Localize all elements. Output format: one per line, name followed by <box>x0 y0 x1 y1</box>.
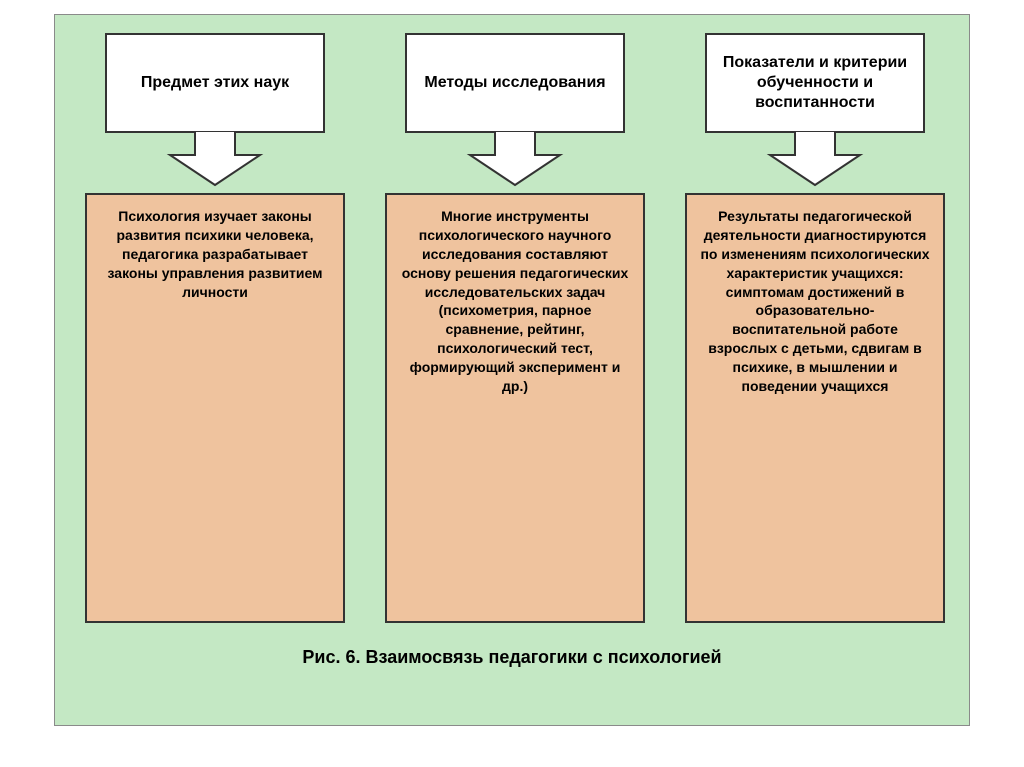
column-2: Методы исследования Многие инструменты п… <box>385 33 645 623</box>
columns-row: Предмет этих наук Психология изучает зак… <box>85 33 939 623</box>
header-box-2: Методы исследования <box>405 33 625 133</box>
body-text-2: Многие инструменты психологического науч… <box>402 208 628 394</box>
body-box-3: Результаты педагогической деятельности д… <box>685 193 945 623</box>
arrow-1 <box>160 133 270 187</box>
header-text-3: Показатели и критерии обученности и восп… <box>717 53 913 113</box>
header-text-1: Предмет этих наук <box>141 73 289 93</box>
down-arrow-icon <box>460 131 570 187</box>
body-box-2: Многие инструменты психологического науч… <box>385 193 645 623</box>
figure-caption: Рис. 6. Взаимосвязь педагогики с психоло… <box>85 647 939 668</box>
diagram-panel: Предмет этих наук Психология изучает зак… <box>54 14 970 726</box>
body-text-3: Результаты педагогической деятельности д… <box>700 208 929 394</box>
header-box-1: Предмет этих наук <box>105 33 325 133</box>
body-box-1: Психология изучает законы развития психи… <box>85 193 345 623</box>
header-text-2: Методы исследования <box>424 73 605 93</box>
column-1: Предмет этих наук Психология изучает зак… <box>85 33 345 623</box>
column-3: Показатели и критерии обученности и восп… <box>685 33 945 623</box>
arrow-3 <box>760 133 870 187</box>
body-text-1: Психология изучает законы развития психи… <box>108 208 323 300</box>
down-arrow-icon <box>160 131 270 187</box>
arrow-2 <box>460 133 570 187</box>
caption-text: Рис. 6. Взаимосвязь педагогики с психоло… <box>302 647 721 667</box>
down-arrow-icon <box>760 131 870 187</box>
header-box-3: Показатели и критерии обученности и восп… <box>705 33 925 133</box>
